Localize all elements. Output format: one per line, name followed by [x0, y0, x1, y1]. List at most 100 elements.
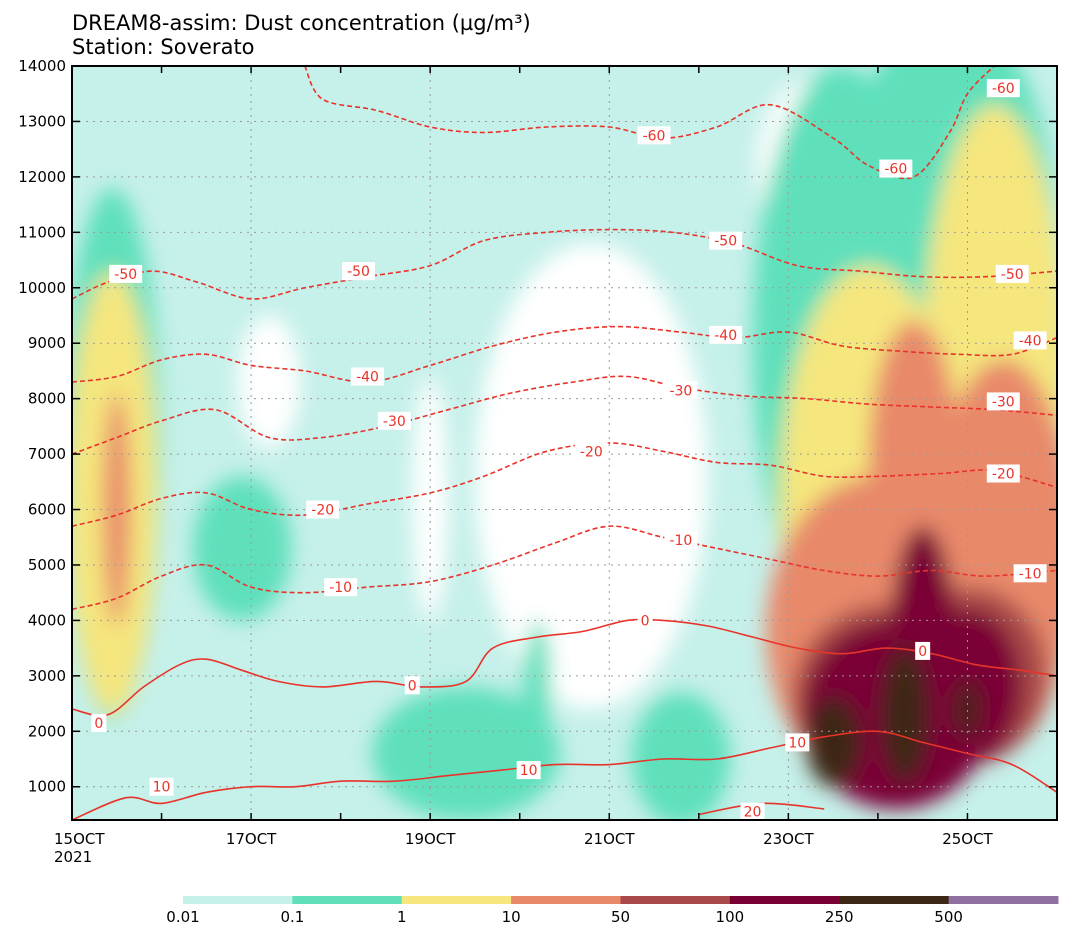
colorbar-label: 500	[934, 908, 963, 926]
colorbar-label: 10	[502, 908, 521, 926]
dust-level-region	[103, 393, 131, 626]
contour-label-box	[740, 802, 765, 820]
contour-label-box	[986, 79, 1020, 98]
x-tick-label: 23OCT	[763, 830, 814, 848]
dust-level-region	[956, 681, 979, 737]
contour-label: -60	[643, 128, 666, 144]
contour-label-box	[915, 641, 931, 660]
y-tick-label: 13000	[18, 112, 66, 130]
contour-label-box	[306, 500, 340, 519]
contour-label-box	[986, 392, 1020, 411]
colorbar-segment	[839, 896, 950, 904]
contour-label-box	[377, 411, 411, 430]
contour-label: -40	[1019, 333, 1042, 349]
y-tick-label: 3000	[28, 667, 66, 685]
contour-label: -30	[669, 383, 692, 399]
y-tick-label: 2000	[28, 722, 66, 740]
contour-label: -40	[714, 328, 737, 344]
x-tick-label: 25OCT	[942, 830, 993, 848]
y-axis: 1000200030004000500060007000800090001000…	[18, 57, 1057, 796]
contour-label: 10	[520, 763, 538, 779]
contour-label: -60	[992, 81, 1015, 97]
contour-label-box	[986, 464, 1020, 483]
low-dust-region	[412, 376, 449, 621]
contour-label: -20	[992, 466, 1015, 482]
contour-label: -10	[1019, 566, 1042, 582]
contour-label-box	[324, 578, 358, 597]
dust-level-region	[192, 476, 292, 621]
contour-line--30	[72, 375, 1057, 455]
chart-title: DREAM8-assim: Dust concentration (µg/m³)	[72, 11, 531, 35]
contour-label-box	[351, 367, 384, 386]
x-year-label: 2021	[54, 848, 92, 866]
low-dust-region	[237, 315, 301, 449]
contour-label: 0	[641, 613, 650, 629]
colorbar-label: 100	[716, 908, 745, 926]
contour-label-box	[664, 381, 698, 400]
contour-label-box	[516, 761, 541, 780]
contour-label-box	[709, 231, 743, 250]
contour-line-10	[72, 730, 1057, 820]
low-dust-region	[474, 243, 708, 710]
contour-label-box	[785, 733, 810, 752]
contour-label: 10	[788, 735, 806, 751]
colorbar-label: 1	[397, 908, 407, 926]
colorbar-label: 250	[825, 908, 854, 926]
colorbar-segment	[401, 896, 512, 904]
contour-label: -20	[311, 503, 334, 519]
contour-label: 0	[94, 716, 103, 732]
contour-label-box	[149, 777, 174, 796]
colorbar-label: 0.01	[166, 908, 199, 926]
contour-label: -30	[383, 414, 406, 430]
contour-line-0	[72, 618, 1057, 717]
colorbar-segment	[729, 896, 840, 904]
y-tick-label: 11000	[18, 223, 66, 241]
contour-label: -60	[884, 162, 907, 178]
y-tick-label: 10000	[18, 279, 66, 297]
contour-label-box	[995, 264, 1029, 283]
y-tick-label: 9000	[28, 334, 66, 352]
colorbar-segment	[183, 896, 293, 904]
x-tick-label: 17OCT	[226, 830, 277, 848]
colorbar-segment	[292, 896, 403, 904]
contour-line--10	[72, 525, 1057, 611]
colorbar-segment	[948, 896, 1059, 904]
colorbar-label: 50	[611, 908, 630, 926]
contour-label: -10	[329, 580, 352, 596]
x-tick-label: 15OCT	[54, 830, 105, 848]
dust-level-region	[882, 648, 928, 782]
contour-line--60	[304, 66, 995, 180]
contour-label: -50	[114, 267, 137, 283]
contour-line--20	[72, 442, 1057, 527]
contour-label-box	[109, 264, 143, 283]
contour-label: 0	[408, 678, 417, 694]
colorbar-segment	[620, 896, 731, 904]
x-axis: 15OCT 17OCT 19OCT 21OCT 23OCT 25OCT 2021	[54, 66, 1058, 866]
contour-label: -50	[347, 264, 370, 280]
contour-label: 20	[744, 805, 762, 821]
plot-frame	[71, 65, 1058, 821]
contour-label-box	[342, 262, 376, 281]
contour-label: 0	[918, 644, 927, 660]
y-tick-label: 6000	[28, 501, 66, 519]
contour-label: -20	[580, 444, 603, 460]
y-tick-label: 1000	[28, 778, 66, 796]
y-tick-label: 14000	[18, 57, 66, 75]
chart-subtitle: Station: Soverato	[72, 35, 255, 59]
y-tick-label: 7000	[28, 445, 66, 463]
contour-label-box	[664, 531, 698, 550]
y-tick-label: 4000	[28, 611, 66, 629]
x-tick-label: 19OCT	[405, 830, 456, 848]
y-tick-label: 12000	[18, 168, 66, 186]
colorbar-label: 0.1	[280, 908, 304, 926]
colorbar: 0.01 0.1 1 10 50 100 250 500	[166, 896, 1059, 926]
y-tick-label: 8000	[28, 390, 66, 408]
temperature-contours: -60 -60 -60 -50 -50 -50 -50 -40 -40 -40 -30 -30 -30 -…	[72, 66, 1057, 821]
y-tick-label: 5000	[28, 556, 66, 574]
x-tick-label: 21OCT	[584, 830, 635, 848]
colorbar-segment	[511, 896, 621, 904]
contour-label: 10	[153, 780, 171, 796]
contour-label-box	[574, 442, 608, 461]
contour-label-box	[637, 126, 671, 145]
